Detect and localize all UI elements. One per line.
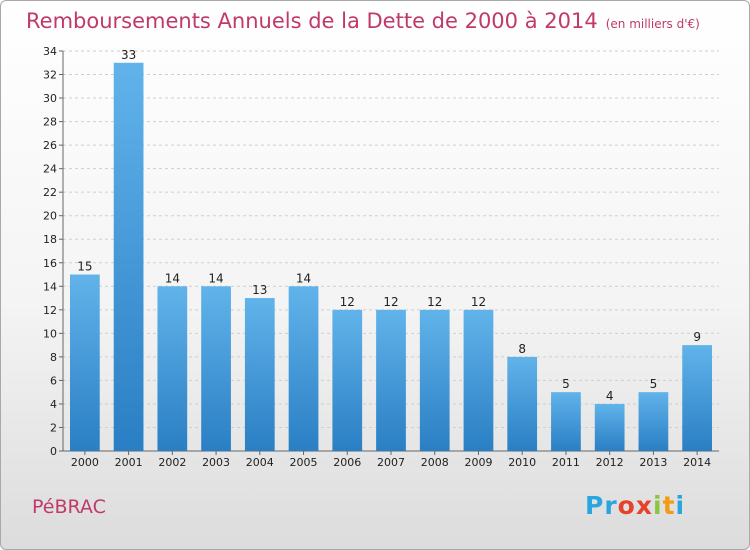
bar-value-label: 5 (562, 377, 570, 391)
bar (113, 62, 144, 451)
y-tick-label: 2 (50, 421, 57, 434)
y-tick-label: 6 (50, 374, 57, 387)
commune-name: PéBRAC (32, 496, 106, 518)
bar (69, 274, 100, 451)
y-tick-label: 16 (43, 257, 57, 270)
y-tick-label: 0 (50, 445, 57, 458)
bar-value-label: 9 (693, 330, 701, 344)
y-tick-label: 30 (43, 92, 57, 105)
proxiti-logo: Proxiti (585, 491, 685, 520)
bar-value-label: 12 (471, 295, 486, 309)
x-tick-label: 2002 (158, 456, 186, 469)
bar-value-label: 5 (650, 377, 658, 391)
y-tick-label: 32 (43, 69, 57, 82)
chart-title-text: Remboursements Annuels de la Dette de 20… (26, 9, 598, 33)
x-tick-label: 2005 (290, 456, 318, 469)
bar-value-label: 14 (165, 271, 180, 285)
x-tick-label: 2009 (464, 456, 492, 469)
y-tick-label: 12 (43, 304, 57, 317)
x-tick-label: 2011 (552, 456, 580, 469)
x-tick-label: 2013 (639, 456, 667, 469)
logo-letter: t (662, 491, 676, 520)
x-tick-label: 2004 (246, 456, 274, 469)
y-tick-label: 20 (43, 210, 57, 223)
bar (157, 286, 188, 451)
bar-value-label: 12 (427, 295, 442, 309)
logo-letter: i (653, 491, 663, 520)
bar-value-label: 13 (252, 283, 267, 297)
bar (463, 309, 494, 451)
bar (288, 286, 319, 451)
bar-value-label: 12 (340, 295, 355, 309)
bar (638, 392, 669, 451)
logo-letter: o (617, 491, 636, 520)
y-tick-label: 26 (43, 139, 57, 152)
y-tick-label: 4 (50, 398, 57, 411)
bar (201, 286, 231, 451)
bar-value-label: 14 (296, 271, 311, 285)
x-tick-label: 2003 (202, 456, 230, 469)
x-tick-label: 2007 (377, 456, 405, 469)
x-tick-label: 2012 (596, 456, 624, 469)
bar (244, 298, 275, 451)
bar-value-label: 8 (518, 342, 526, 356)
y-tick-label: 10 (43, 327, 57, 340)
y-tick-label: 14 (43, 280, 57, 293)
x-tick-label: 2000 (71, 456, 99, 469)
bar (376, 309, 406, 451)
bar-value-label: 4 (606, 389, 614, 403)
bar (551, 392, 581, 451)
logo-letter: r (604, 491, 618, 520)
chart-unit: (en milliers d'€) (605, 17, 700, 31)
x-tick-label: 2008 (421, 456, 449, 469)
bar (332, 309, 363, 451)
bar-value-label: 12 (383, 295, 398, 309)
bar (419, 309, 450, 451)
x-tick-label: 2010 (508, 456, 536, 469)
logo-letter: i (675, 491, 686, 520)
y-tick-label: 18 (43, 233, 57, 246)
bar (682, 345, 713, 451)
bar-value-label: 14 (208, 271, 223, 285)
bar (594, 403, 625, 451)
bar-value-label: 33 (121, 48, 136, 62)
y-tick-label: 28 (43, 116, 57, 129)
logo-letter: P (585, 491, 605, 520)
x-tick-label: 2014 (683, 456, 711, 469)
y-tick-label: 34 (43, 45, 57, 58)
chart-title: Remboursements Annuels de la Dette de 20… (26, 9, 700, 33)
x-tick-label: 2001 (115, 456, 143, 469)
logo-letter: x (635, 491, 653, 520)
y-tick-label: 8 (50, 351, 57, 364)
y-tick-label: 22 (43, 186, 57, 199)
bar (507, 356, 538, 451)
x-tick-label: 2006 (333, 456, 361, 469)
y-tick-label: 24 (43, 163, 57, 176)
bar-value-label: 15 (77, 260, 92, 274)
